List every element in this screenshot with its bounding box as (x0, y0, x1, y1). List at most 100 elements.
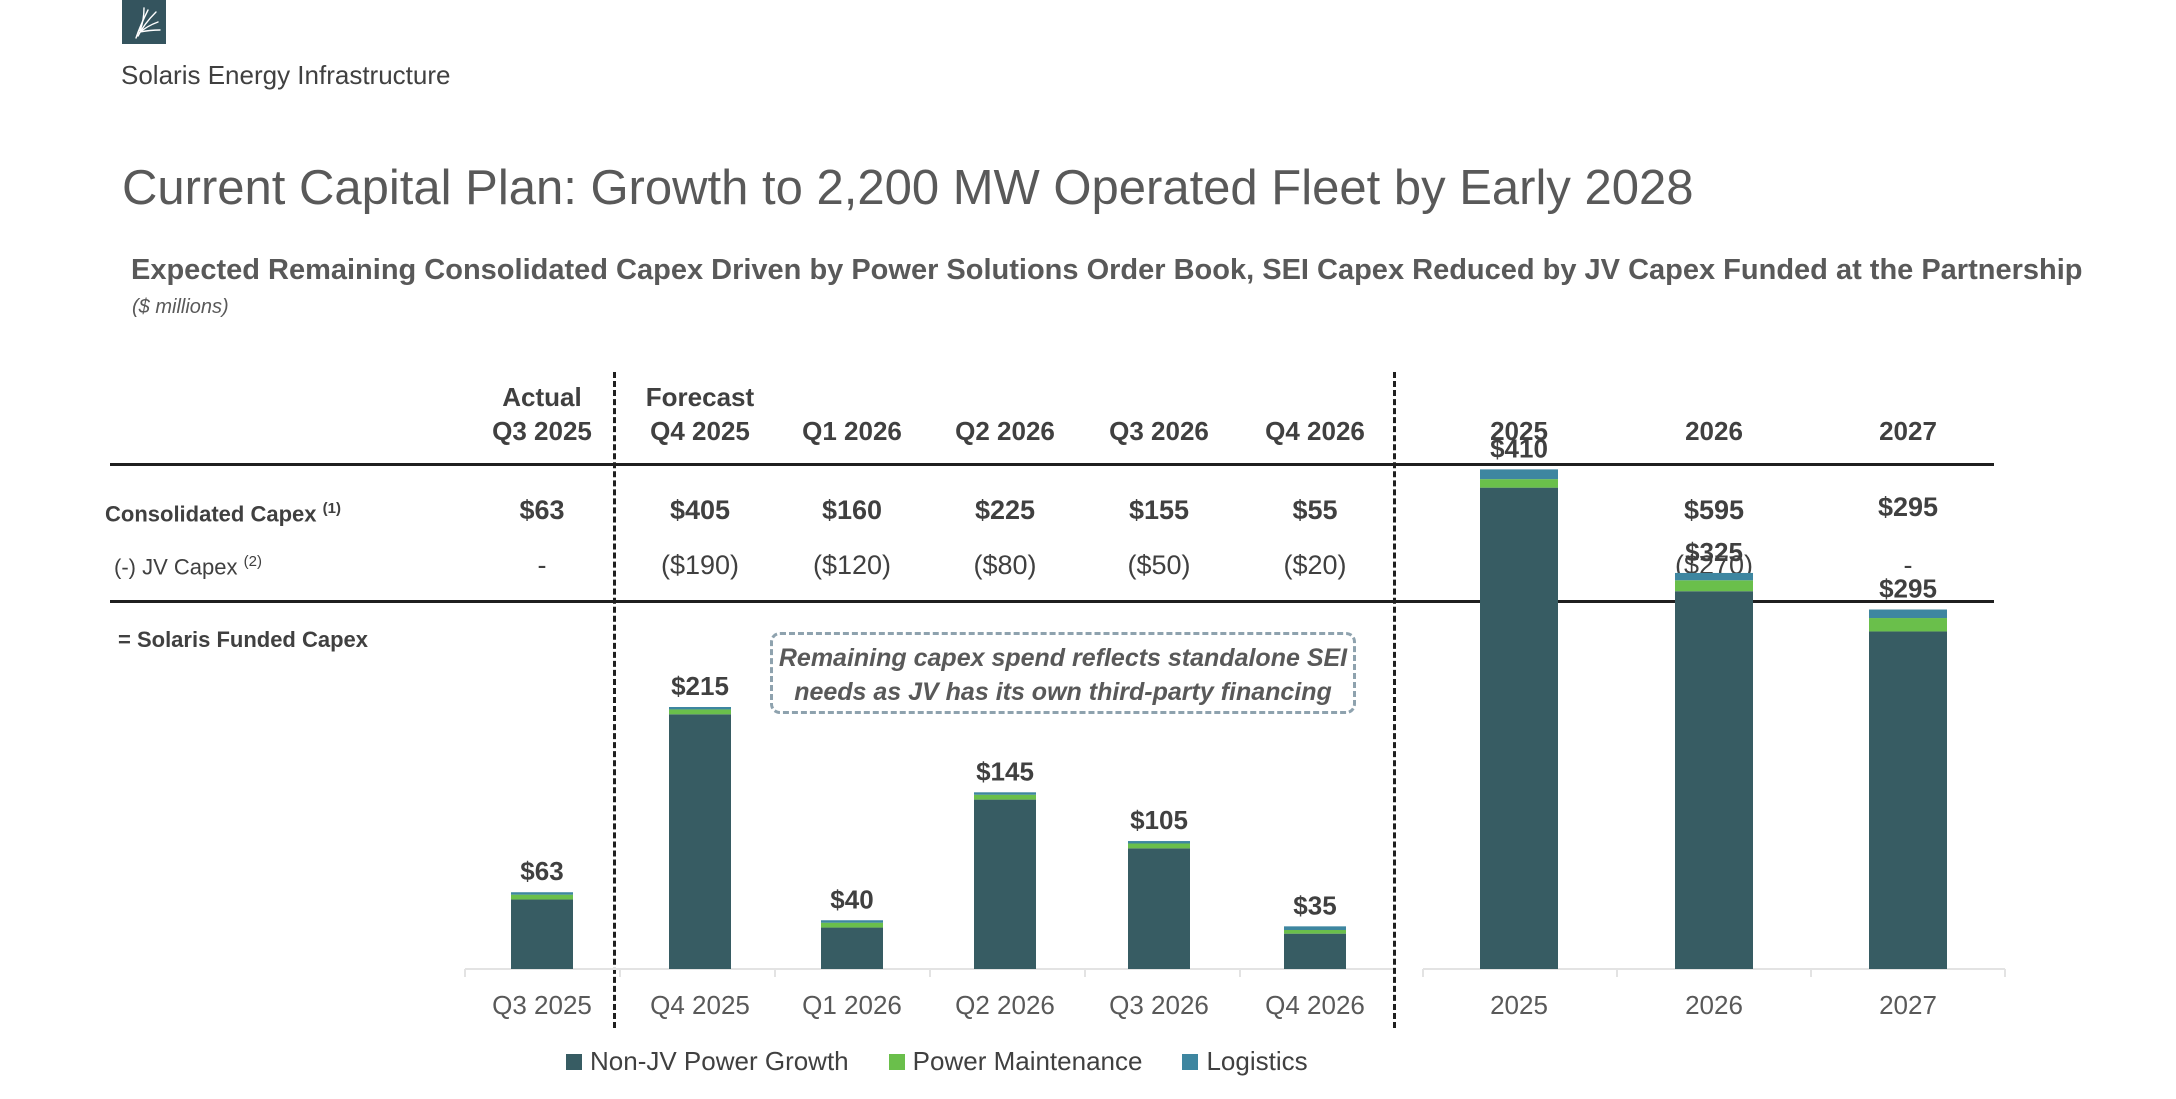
legend-item-logistics: Logistics (1182, 1046, 1308, 1077)
consolidated-capex-label: Consolidated Capex (1) (105, 500, 341, 527)
bar-segment-logistics (669, 707, 731, 710)
column-header: Q3 2026 (1089, 380, 1229, 448)
unit-note: ($ millions) (132, 296, 229, 318)
page-title: Current Capital Plan: Growth to 2,200 MW… (122, 161, 1694, 215)
bar-total-label: $325 (1685, 537, 1743, 567)
x-tick-label: 2026 (1685, 990, 1743, 1020)
x-tick-label: Q3 2026 (1109, 990, 1209, 1020)
column-header: Q2 2026 (935, 380, 1075, 448)
column-header-line2: Q1 2026 (802, 416, 902, 446)
jv-capex-cell: ($20) (1283, 550, 1347, 580)
consolidated-capex-cell: $155 (1128, 495, 1190, 525)
column-header-line2: Q4 2026 (1265, 416, 1365, 446)
bar-segment-non-jv (669, 714, 731, 969)
callout-line-1: Remaining capex spend reflects standalon… (778, 644, 1348, 672)
bar-segment-non-jv (1284, 933, 1346, 969)
column-header-line1: Forecast (645, 382, 755, 412)
column-header-line2: 2025 (1490, 416, 1548, 446)
jv-capex-label: (-) JV Capex (2) (114, 553, 262, 580)
column-header-line2: Q3 2025 (492, 416, 592, 446)
x-tick-label: Q3 2025 (492, 990, 592, 1020)
callout-line-2: needs as JV has its own third-party fina… (794, 678, 1332, 706)
bar-total-label: $63 (520, 856, 563, 886)
jv-capex-cell: - (1903, 550, 1913, 580)
consolidated-capex-cell: $295 (1877, 492, 1939, 522)
jv-capex-cell: ($190) (660, 550, 740, 580)
header-rule (110, 463, 1994, 466)
company-name: Solaris Energy Infrastructure (121, 60, 451, 90)
callout-box: Remaining capex spend reflects standalon… (770, 632, 1356, 714)
sunburst-logo-icon (135, 7, 161, 39)
legend-item-non-jv: Non-JV Power Growth (566, 1046, 849, 1077)
legend-label: Logistics (1206, 1046, 1308, 1076)
jv-capex-cell: ($120) (812, 550, 892, 580)
jv-capex-cell: ($50) (1127, 550, 1191, 580)
column-header: 2026 (1644, 380, 1784, 448)
bar-total-label: $35 (1293, 890, 1336, 920)
x-tick-label: 2025 (1490, 990, 1548, 1020)
bar-total-label: $215 (671, 671, 729, 701)
column-header-line2: Q2 2026 (955, 416, 1055, 446)
consolidated-capex-cell: $595 (1683, 495, 1745, 525)
bar-segment-non-jv (1869, 631, 1947, 969)
bar-segment-maintenance (1284, 930, 1346, 934)
bar-segment-non-jv (974, 799, 1036, 969)
column-header-line2: Q3 2026 (1109, 416, 1209, 446)
bar-segment-logistics (974, 792, 1036, 795)
actual-forecast-divider (613, 372, 616, 1028)
column-header: Forecast Q4 2025 (630, 380, 770, 448)
bar-segment-non-jv (511, 899, 573, 969)
bar-segment-maintenance (669, 709, 731, 715)
bar-total-label: $410 (1490, 433, 1548, 463)
bar-segment-logistics (511, 892, 573, 895)
bar-segment-logistics (821, 920, 883, 923)
bar-segment-maintenance (511, 894, 573, 900)
bar-segment-maintenance (1128, 843, 1190, 849)
bar-segment-logistics (1284, 926, 1346, 931)
bar-segment-maintenance (974, 794, 1036, 800)
jv-capex-cell: ($80) (973, 550, 1037, 580)
legend-swatch (888, 1053, 905, 1070)
bar-segment-non-jv (1480, 487, 1558, 969)
column-header-line2: 2027 (1879, 416, 1937, 446)
bar-segment-logistics (1869, 609, 1947, 619)
x-tick-label: 2027 (1879, 990, 1937, 1020)
legend-swatch (1182, 1053, 1199, 1070)
page-subtitle: Expected Remaining Consolidated Capex Dr… (131, 254, 2083, 286)
table-rule (110, 600, 1994, 603)
bar-total-label: $105 (1130, 805, 1188, 835)
legend-item-maintenance: Power Maintenance (888, 1046, 1142, 1077)
x-tick-label: Q1 2026 (802, 990, 902, 1020)
column-header-line2: Q4 2025 (650, 416, 750, 446)
chart-legend: Non-JV Power Growth Power Maintenance Lo… (566, 1046, 1308, 1077)
quarterly-annual-divider (1393, 372, 1396, 1028)
bar-segment-non-jv (821, 927, 883, 969)
column-header: Q1 2026 (782, 380, 922, 448)
bar-segment-maintenance (1480, 479, 1558, 488)
column-header: Q4 2026 (1245, 380, 1385, 448)
x-tick-label: Q2 2026 (955, 990, 1055, 1020)
x-tick-label: Q4 2025 (650, 990, 750, 1020)
jv-capex-cell: - (537, 550, 547, 580)
consolidated-capex-cell: $160 (821, 495, 883, 525)
column-header-line1: Actual (502, 382, 582, 412)
bar-total-label: $40 (830, 884, 873, 914)
consolidated-capex-cell: $55 (1292, 495, 1338, 525)
bar-segment-maintenance (1869, 618, 1947, 632)
bar-segment-logistics (1675, 572, 1753, 581)
bar-total-label: $295 (1879, 574, 1937, 604)
x-tick-label: Q4 2026 (1265, 990, 1365, 1020)
column-header-line2: 2026 (1685, 416, 1743, 446)
consolidated-capex-cell: $405 (669, 495, 731, 525)
legend-label: Non-JV Power Growth (590, 1046, 849, 1076)
column-header: 2025 (1449, 380, 1589, 448)
column-header: 2027 (1838, 380, 1978, 448)
bar-segment-non-jv (1128, 848, 1190, 969)
consolidated-capex-cell: $63 (519, 495, 565, 525)
column-header: Actual Q3 2025 (472, 380, 612, 448)
solaris-funded-label: = Solaris Funded Capex (118, 627, 369, 652)
bar-segment-logistics (1480, 469, 1558, 480)
bar-segment-maintenance (821, 922, 883, 928)
legend-swatch (566, 1053, 582, 1070)
